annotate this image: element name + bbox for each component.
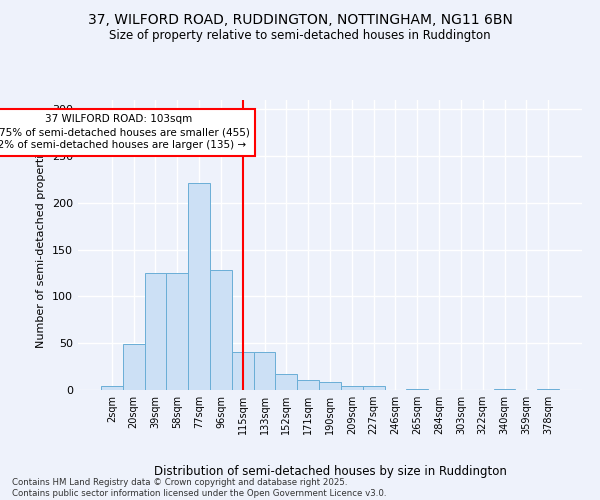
Text: 37, WILFORD ROAD, RUDDINGTON, NOTTINGHAM, NG11 6BN: 37, WILFORD ROAD, RUDDINGTON, NOTTINGHAM… xyxy=(88,12,512,26)
Bar xyxy=(232,352,254,390)
Y-axis label: Number of semi-detached properties: Number of semi-detached properties xyxy=(37,142,46,348)
Bar xyxy=(319,382,341,390)
Bar xyxy=(494,389,515,390)
Bar xyxy=(166,273,188,390)
Bar xyxy=(254,352,275,390)
Bar xyxy=(341,386,363,390)
Text: Distribution of semi-detached houses by size in Ruddington: Distribution of semi-detached houses by … xyxy=(154,464,506,477)
Bar xyxy=(363,386,385,390)
Bar xyxy=(210,270,232,390)
Text: Contains HM Land Registry data © Crown copyright and database right 2025.
Contai: Contains HM Land Registry data © Crown c… xyxy=(12,478,386,498)
Bar xyxy=(537,389,559,390)
Bar xyxy=(297,380,319,390)
Bar xyxy=(101,386,123,390)
Text: 37 WILFORD ROAD: 103sqm
← 75% of semi-detached houses are smaller (455)
22% of s: 37 WILFORD ROAD: 103sqm ← 75% of semi-de… xyxy=(0,114,250,150)
Bar xyxy=(275,374,297,390)
Bar xyxy=(188,184,210,390)
Text: Size of property relative to semi-detached houses in Ruddington: Size of property relative to semi-detach… xyxy=(109,29,491,42)
Bar xyxy=(123,344,145,390)
Bar xyxy=(145,273,166,390)
Bar xyxy=(406,389,428,390)
